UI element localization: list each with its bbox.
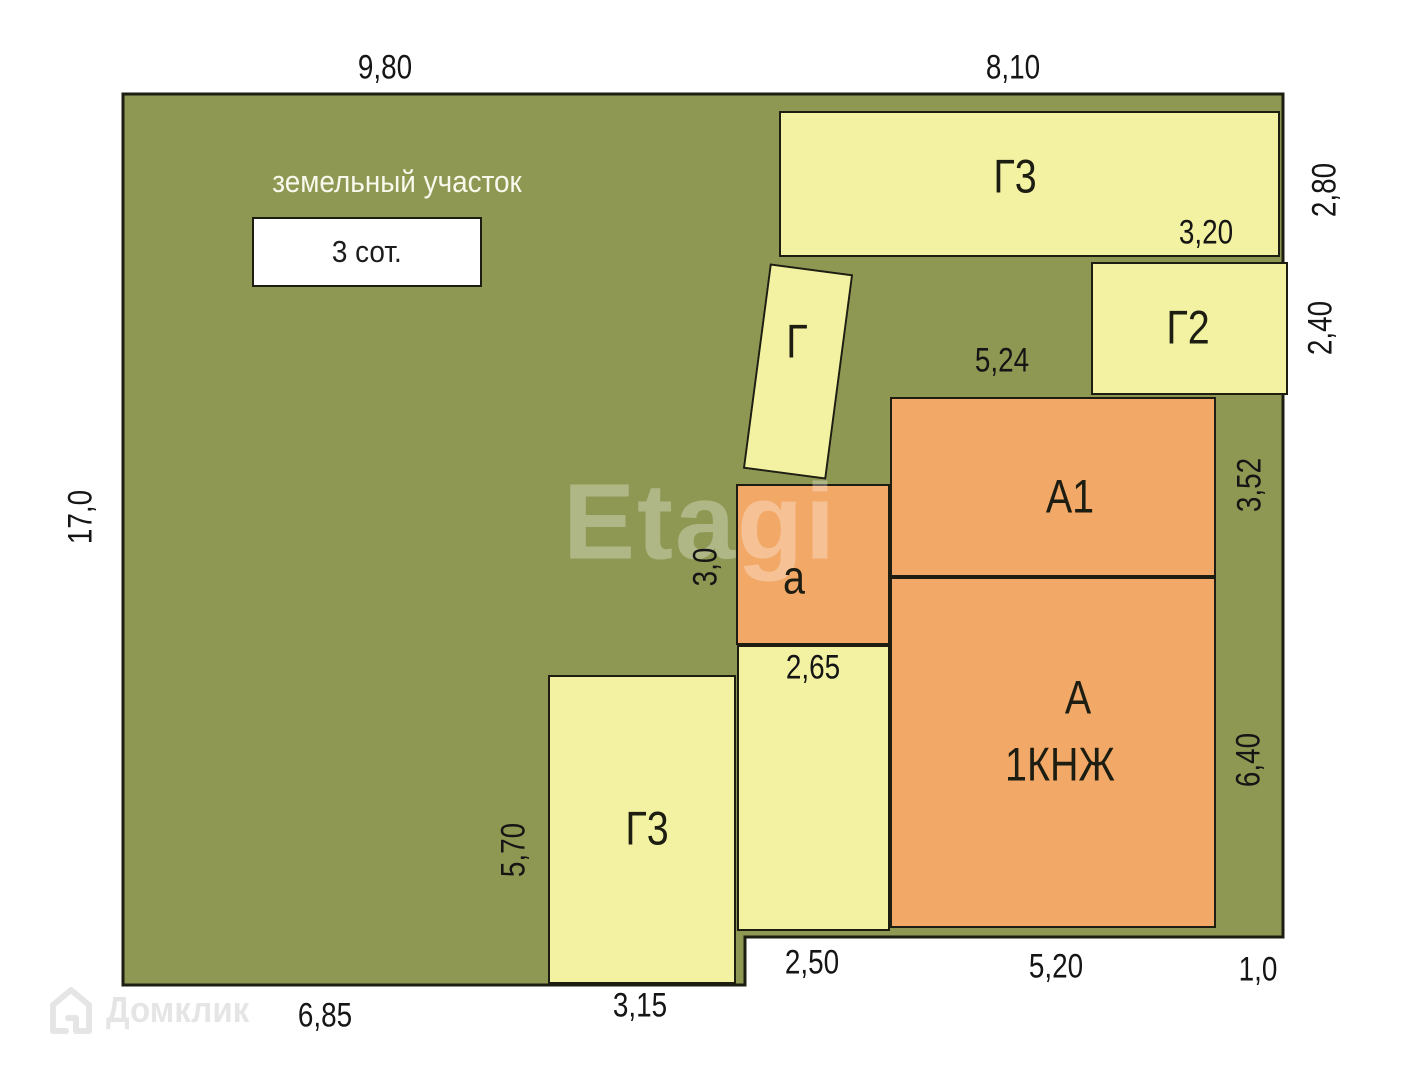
building-a-small [736, 484, 890, 645]
dim-right-g2: 2,40 [1301, 300, 1340, 356]
building-g3-top-label: Г3 [993, 149, 1037, 203]
watermark-domclick: Домклик [46, 986, 262, 1034]
building-a-main-type-label: 1КНЖ [1005, 737, 1115, 791]
watermark-etagi: Etagi [562, 460, 838, 582]
building-g3-bottom-label: Г3 [625, 801, 669, 855]
dim-bottom-1: 6,85 [297, 996, 353, 1035]
building-g2-label: Г2 [1166, 300, 1210, 354]
building-a-small-label: а [783, 550, 805, 604]
dim-bottom-5: 1,0 [1238, 950, 1278, 989]
watermark-domclick-text: Домклик [106, 989, 250, 1030]
building-annex-unlabeled [737, 645, 890, 931]
dim-bottom-2: 3,15 [612, 986, 668, 1025]
house-icon [50, 987, 92, 1034]
dim-gap-above-a1: 5,24 [974, 341, 1030, 380]
dim-right-a-main: 6,40 [1229, 732, 1268, 788]
dim-top-right: 8,10 [985, 48, 1041, 87]
dim-left-of-a-small: 3,0 [686, 547, 725, 587]
building-g3-top [779, 111, 1280, 257]
land-area-box: 3 сот. [252, 217, 482, 287]
building-g3-bottom [548, 675, 736, 984]
dim-right-a1: 3,52 [1230, 457, 1269, 513]
land-plot-title: земельный участок [272, 164, 522, 199]
building-a1 [890, 397, 1216, 577]
dim-top-left: 9,80 [357, 48, 413, 87]
dim-bottom-4: 5,20 [1028, 947, 1084, 986]
dim-left-side: 17,0 [61, 489, 100, 545]
building-g2 [1091, 262, 1288, 395]
building-a-main [890, 577, 1216, 928]
dim-inside-g3-top: 3,20 [1178, 213, 1234, 252]
dim-right-g3-top: 2,80 [1305, 162, 1344, 218]
land-area-value: 3 сот. [332, 234, 402, 269]
building-a1-label: А1 [1045, 469, 1095, 523]
dim-left-of-g3-bottom: 5,70 [494, 822, 533, 878]
dim-bottom-3: 2,50 [784, 943, 840, 982]
dim-inside-annex: 2,65 [785, 648, 841, 687]
building-g-label: Г [786, 314, 808, 368]
building-a-main-label: А [1064, 670, 1092, 724]
